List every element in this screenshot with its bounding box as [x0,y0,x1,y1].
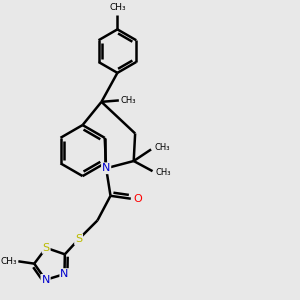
Text: S: S [43,243,50,253]
Text: S: S [75,234,82,244]
Text: O: O [134,194,142,204]
Text: N: N [41,275,50,285]
Text: N: N [60,269,69,279]
Text: CH₃: CH₃ [120,96,136,105]
Text: N: N [102,163,110,173]
Text: CH₃: CH₃ [109,3,126,12]
Text: CH₃: CH₃ [154,142,170,152]
Text: CH₃: CH₃ [1,257,17,266]
Text: CH₃: CH₃ [156,168,171,177]
